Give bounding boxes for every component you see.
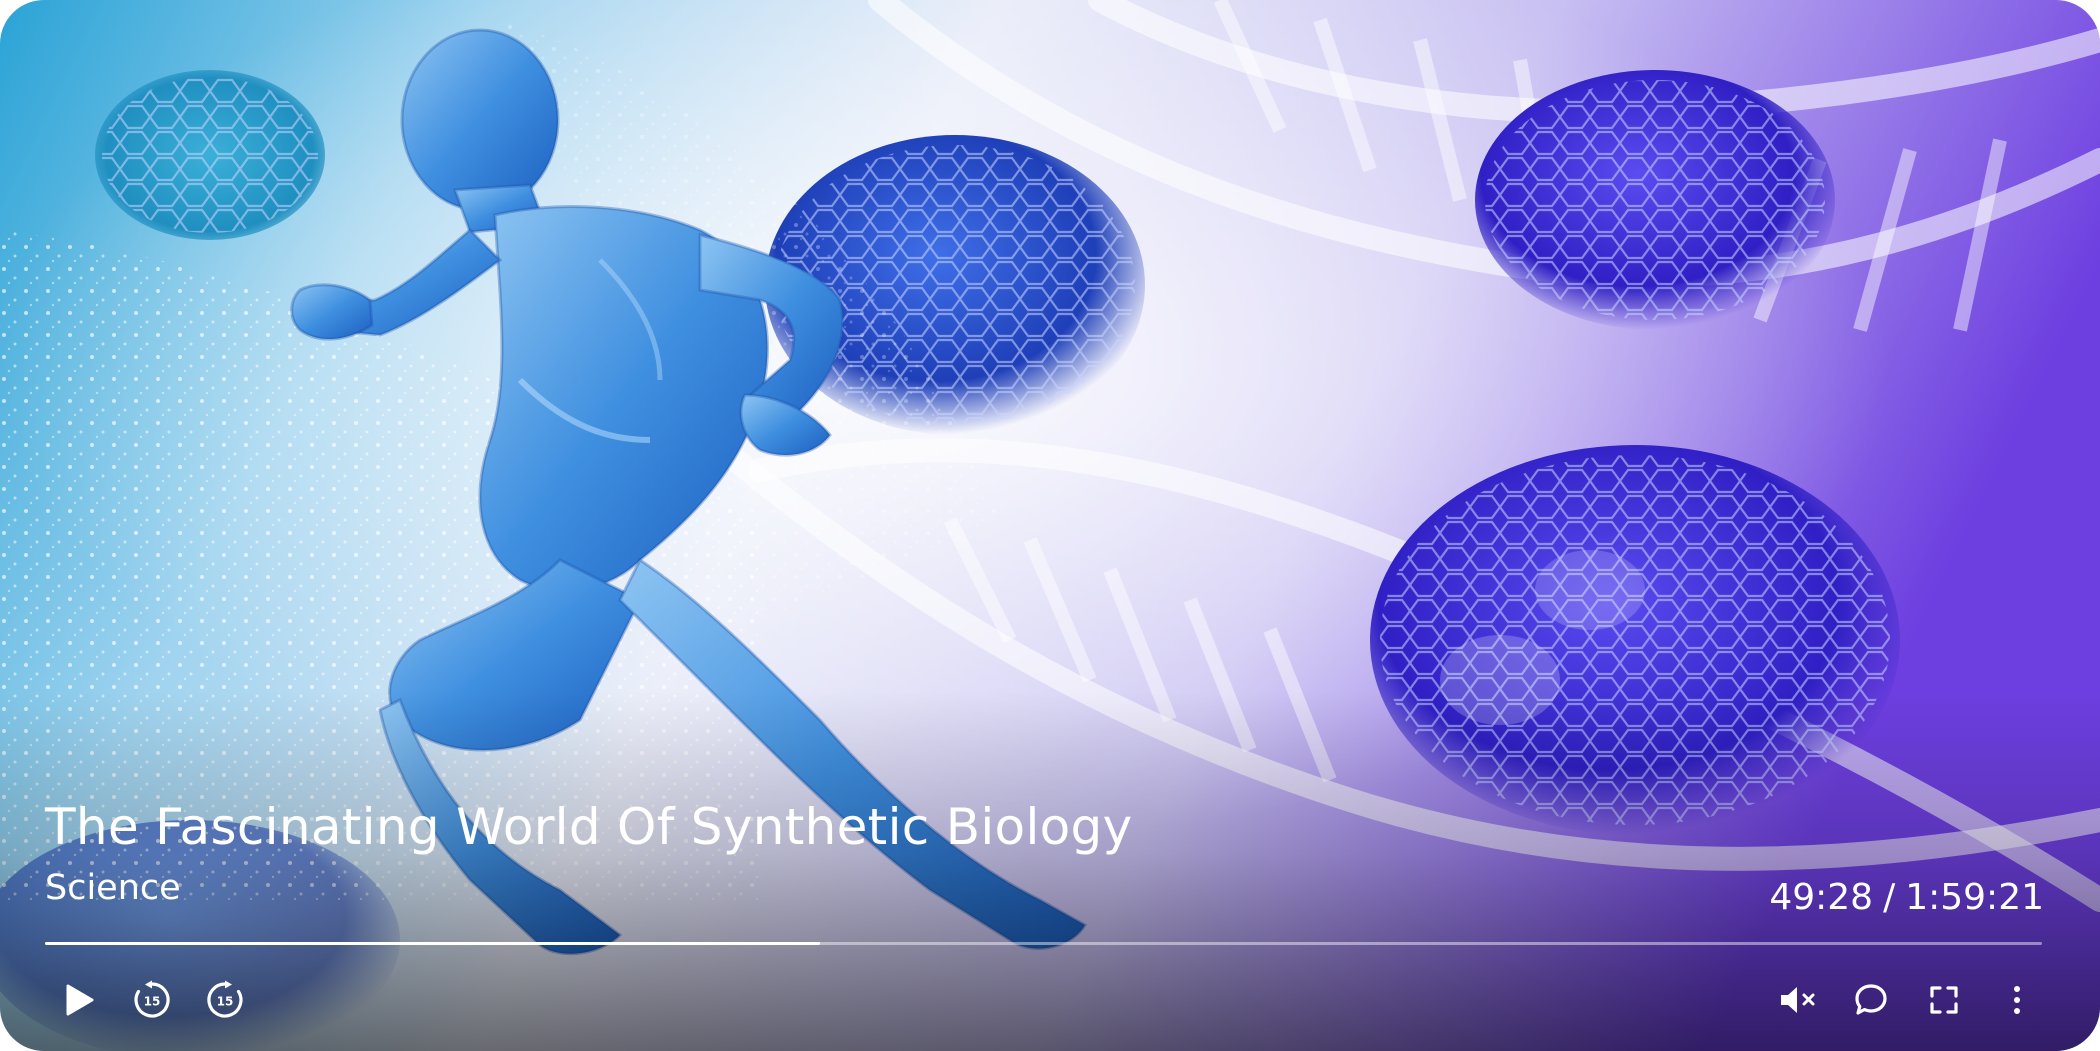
progress-track [45,942,2042,945]
progress-bar[interactable] [45,937,2042,951]
rewind-15-label: 15 [144,995,161,1009]
play-icon [66,984,94,1016]
time-display: 49:28/1:59:21 [1769,877,2044,918]
more-options-icon [2014,986,2020,1014]
progress-fill [45,942,820,945]
more-options-button[interactable] [1995,978,2039,1022]
forward-15-icon: 15 [207,980,243,1018]
play-button[interactable] [57,978,101,1022]
forward-15-label: 15 [217,995,234,1009]
time-separator: / [1883,877,1896,918]
fullscreen-icon [1930,986,1958,1014]
current-time: 49:28 [1769,877,1874,918]
video-category: Science [45,868,181,908]
video-title: The Fascinating World Of Synthetic Biolo… [45,798,1133,856]
forward-15-button[interactable]: 15 [203,978,247,1022]
captions-button[interactable] [1849,978,1893,1022]
mute-button[interactable] [1776,978,1820,1022]
rewind-15-icon: 15 [134,980,170,1018]
volume-muted-icon [1781,987,1815,1013]
rewind-15-button[interactable]: 15 [130,978,174,1022]
total-duration: 1:59:21 [1905,877,2044,918]
captions-icon [1855,984,1887,1015]
fullscreen-button[interactable] [1922,978,1966,1022]
